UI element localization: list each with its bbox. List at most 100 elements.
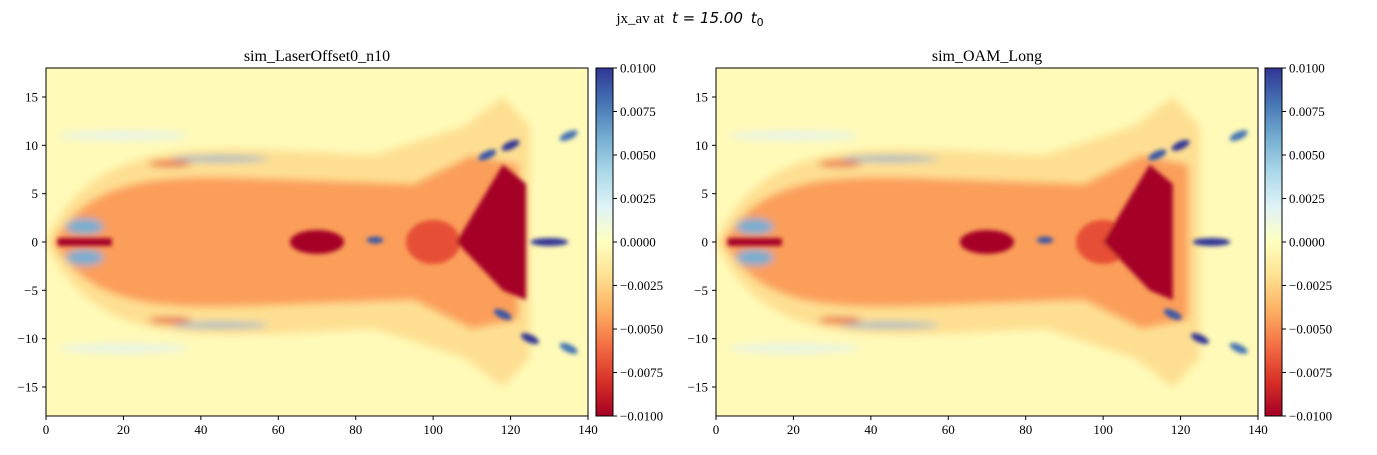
y-tick-label: −10 bbox=[688, 331, 708, 346]
entry-lobe-upper bbox=[65, 218, 104, 235]
upper-sheath bbox=[171, 156, 269, 162]
x-tick-label: 20 bbox=[787, 422, 800, 437]
entry-lobe-lower bbox=[735, 249, 774, 266]
heatmap-diffuse-layer bbox=[716, 97, 1200, 387]
upper-red-band bbox=[818, 160, 862, 167]
x-tick-label: 0 bbox=[713, 422, 720, 437]
axes-title: sim_LaserOffset0_n10 bbox=[244, 48, 390, 65]
blue-mid-blob bbox=[366, 236, 384, 244]
y-tick-label: −5 bbox=[694, 283, 708, 298]
colorbar-tick-label: −0.0050 bbox=[620, 322, 663, 337]
colorbar-tick-label: 0.0050 bbox=[620, 148, 656, 163]
colorbar bbox=[595, 67, 614, 417]
upper-faint-blue bbox=[728, 130, 859, 141]
x-tick-label: 140 bbox=[1248, 422, 1268, 437]
front-blue-streak-4 bbox=[520, 333, 539, 345]
front-blue-streak-2 bbox=[559, 130, 578, 142]
heatmap-image bbox=[46, 68, 588, 416]
y-tick-label: −15 bbox=[18, 380, 38, 395]
colorbar-tick-label: 0.0100 bbox=[1289, 61, 1325, 76]
figure-suptitle: jx_av at t = 15.00 t0 bbox=[615, 9, 763, 29]
x-tick-label: 80 bbox=[1019, 422, 1032, 437]
lower-red-band bbox=[818, 317, 862, 324]
heatmap-panel-right: sim_OAM_Long 0 20 40 60 80 100 120 140 −15 −10 −5 0 5… bbox=[688, 48, 1332, 437]
heatmap-core-layer bbox=[727, 130, 1248, 354]
front-blue-streak-1 bbox=[1163, 309, 1182, 320]
colorbar-tick-label: −0.0100 bbox=[620, 409, 663, 424]
blue-front-jet bbox=[530, 238, 569, 246]
red-mid bbox=[406, 220, 461, 264]
front-blue-streak-5 bbox=[501, 139, 520, 151]
front-blue-streak-1 bbox=[493, 309, 512, 320]
red-front-lobe bbox=[456, 164, 527, 300]
x-tick-label: 40 bbox=[194, 422, 207, 437]
colorbar-tick-label: 0.0075 bbox=[1289, 104, 1325, 119]
y-tick-label: 10 bbox=[695, 138, 708, 153]
colorbar-tick-label: 0.0000 bbox=[620, 235, 656, 250]
y-tick-label: 0 bbox=[32, 235, 39, 250]
mid-channel bbox=[53, 155, 519, 329]
entry-red-spike bbox=[727, 238, 782, 246]
y-tick-label: 10 bbox=[25, 138, 38, 153]
colorbar-tick-label: 0.0050 bbox=[1289, 148, 1325, 163]
lower-red-band bbox=[148, 317, 192, 324]
x-tick-label: 100 bbox=[423, 422, 443, 437]
y-tick-label: 15 bbox=[25, 90, 38, 105]
colorbar-tick-label: −0.0025 bbox=[1289, 278, 1332, 293]
mid-channel bbox=[723, 155, 1189, 329]
front-blue-streak-3 bbox=[559, 342, 578, 354]
front-blue-streak-3 bbox=[1229, 342, 1248, 354]
axes-title: sim_OAM_Long bbox=[932, 48, 1042, 65]
upper-sheath bbox=[841, 156, 939, 162]
front-blue-streak-0 bbox=[1148, 149, 1167, 161]
x-tick-label: 120 bbox=[1171, 422, 1191, 437]
heatmap-diffuse-layer bbox=[46, 97, 530, 387]
entry-red-spike bbox=[57, 238, 112, 246]
blue-mid-blob bbox=[1036, 236, 1054, 244]
x-tick-label: 100 bbox=[1093, 422, 1113, 437]
upper-faint-blue bbox=[58, 130, 189, 141]
x-tick-label: 20 bbox=[117, 422, 130, 437]
colorbar-tick-label: −0.0050 bbox=[1289, 322, 1332, 337]
front-blue-streak-2 bbox=[1229, 130, 1248, 142]
red-core bbox=[959, 230, 1015, 254]
x-tick-label: 40 bbox=[864, 422, 877, 437]
colorbar-tick-label: −0.0100 bbox=[1289, 409, 1332, 424]
colorbar-tick-label: 0.0000 bbox=[1289, 235, 1325, 250]
front-blue-streak-4 bbox=[1190, 333, 1209, 345]
red-core bbox=[289, 230, 345, 254]
x-tick-label: 80 bbox=[349, 422, 362, 437]
colorbar-tick-label: 0.0025 bbox=[1289, 191, 1325, 206]
x-tick-label: 0 bbox=[43, 422, 50, 437]
lower-faint-blue bbox=[728, 343, 859, 354]
y-tick-label: 5 bbox=[32, 186, 39, 201]
colorbar-tick-label: −0.0025 bbox=[620, 278, 663, 293]
y-tick-label: −5 bbox=[24, 283, 38, 298]
lower-faint-blue bbox=[58, 343, 189, 354]
x-tick-label: 120 bbox=[501, 422, 521, 437]
y-tick-label: −10 bbox=[18, 331, 38, 346]
front-blue-streak-0 bbox=[478, 149, 497, 161]
front-blue-streak-5 bbox=[1171, 139, 1190, 151]
lower-sheath bbox=[841, 322, 939, 328]
y-tick-label: 5 bbox=[702, 186, 709, 201]
colorbar-tick-label: −0.0075 bbox=[1289, 365, 1332, 380]
colorbar-tick-label: 0.0100 bbox=[620, 61, 656, 76]
x-tick-label: 140 bbox=[578, 422, 598, 437]
red-front-lobe bbox=[1103, 164, 1173, 300]
lower-sheath bbox=[171, 322, 269, 328]
colorbar bbox=[1264, 67, 1283, 417]
x-tick-label: 60 bbox=[942, 422, 955, 437]
heatmap-image bbox=[716, 68, 1258, 416]
upper-red-band bbox=[148, 160, 192, 167]
blue-front-jet bbox=[1192, 238, 1231, 246]
entry-lobe-lower bbox=[65, 249, 104, 266]
colorbar-tick-label: 0.0075 bbox=[620, 104, 656, 119]
colorbar-tick-label: 0.0025 bbox=[620, 191, 656, 206]
y-tick-label: 0 bbox=[702, 235, 709, 250]
x-tick-label: 60 bbox=[272, 422, 285, 437]
colorbar-tick-label: −0.0075 bbox=[620, 365, 663, 380]
entry-lobe-upper bbox=[735, 218, 774, 235]
